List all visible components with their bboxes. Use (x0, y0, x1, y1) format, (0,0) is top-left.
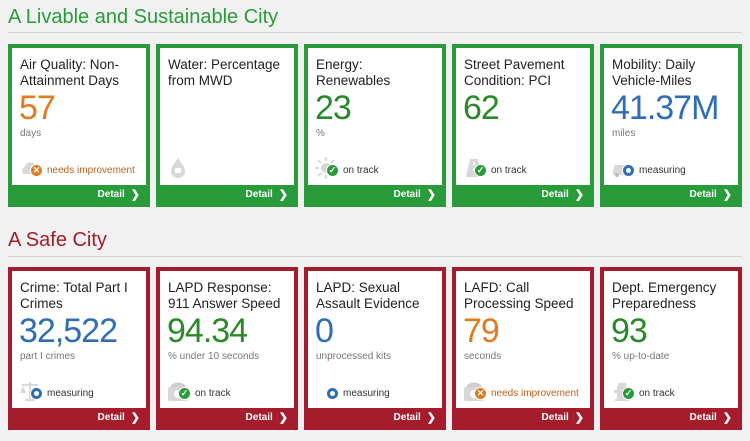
metric-card[interactable]: Water: Percentage from MWD Detail ❯ (156, 44, 298, 207)
status-badge: ✕ needs improvement (474, 387, 579, 400)
detail-button[interactable]: Detail ❯ (308, 408, 442, 426)
status-badge: measuring (326, 387, 390, 400)
detail-label: Detail (541, 188, 569, 200)
metric-value: 93 (611, 312, 648, 350)
detail-label: Detail (541, 411, 569, 423)
metric-card[interactable]: LAPD Response: 911 Answer Speed 94.34% un… (156, 267, 298, 430)
metric-title: Dept. Emergency Preparedness (612, 280, 717, 311)
status-badge: ✓ on track (622, 387, 675, 400)
metric-unit: unprocessed kits (316, 351, 392, 362)
detail-button[interactable]: Detail ❯ (308, 185, 442, 203)
metric-card[interactable]: Mobility: Daily Vehicle-Miles 41.37M miles… (600, 44, 742, 207)
status-badge: measuring (622, 164, 686, 177)
metric-title: LAPD: Sexual Assault Evidence (316, 280, 420, 311)
status-label: on track (343, 165, 379, 176)
check-icon: ✓ (326, 164, 339, 177)
metric-value: 41.37M (611, 89, 719, 127)
eye-icon (622, 164, 635, 177)
status-label: measuring (343, 388, 390, 399)
detail-label: Detail (689, 411, 717, 423)
water-drop-icon (166, 156, 190, 180)
detail-label: Detail (97, 188, 125, 200)
metric-card[interactable]: LAFD: Call Processing Speed 79 seconds ✕ nee… (452, 267, 594, 430)
metric-unit: % (316, 128, 325, 139)
metric-title: LAPD Response: 911 Answer Speed (168, 280, 281, 311)
metric-title: Water: Percentage from MWD (168, 57, 281, 88)
chevron-right-icon: ❯ (278, 411, 288, 424)
status-badge: ✓ on track (326, 164, 379, 177)
metric-card[interactable]: Dept. Emergency Preparedness 93% up-to-da… (600, 267, 742, 430)
status-badge: ✓ on track (178, 387, 231, 400)
metric-title: Street Pavement Condition: PCI (464, 57, 565, 88)
status-badge: ✓ on track (474, 164, 527, 177)
status-label: measuring (639, 165, 686, 176)
status-label: on track (639, 388, 675, 399)
detail-button[interactable]: Detail ❯ (456, 408, 590, 426)
detail-button[interactable]: Detail ❯ (456, 185, 590, 203)
metric-title: LAFD: Call Processing Speed (464, 280, 574, 311)
eye-icon (30, 387, 43, 400)
chevron-right-icon: ❯ (130, 188, 140, 201)
check-icon: ✓ (622, 387, 635, 400)
chevron-right-icon: ❯ (426, 411, 436, 424)
metric-unit: part I crimes (20, 351, 76, 362)
metric-value: 0 (315, 312, 334, 350)
detail-label: Detail (245, 411, 273, 423)
status-label: needs improvement (491, 388, 579, 399)
detail-label: Detail (689, 188, 717, 200)
detail-button[interactable]: Detail ❯ (160, 408, 294, 426)
detail-label: Detail (245, 188, 273, 200)
status-label: on track (195, 388, 231, 399)
metric-title: Air Quality: Non-Attainment Days (20, 57, 120, 88)
status-badge: ✕ needs improvement (30, 164, 135, 177)
metric-card[interactable]: Street Pavement Condition: PCI 62 ✓ on trac… (452, 44, 594, 207)
detail-label: Detail (393, 411, 421, 423)
status-label: needs improvement (47, 165, 135, 176)
metric-card[interactable]: Air Quality: Non-Attainment Days 57 days ✕ n… (8, 44, 150, 207)
detail-button[interactable]: Detail ❯ (160, 185, 294, 203)
chevron-right-icon: ❯ (722, 188, 732, 201)
warning-icon: ✕ (474, 387, 487, 400)
metric-unit: seconds (464, 351, 502, 362)
section-title-livable: A Livable and Sustainable City (8, 6, 279, 28)
metric-value: 62 (463, 89, 500, 127)
chevron-right-icon: ❯ (278, 188, 288, 201)
chevron-right-icon: ❯ (574, 411, 584, 424)
detail-button[interactable]: Detail ❯ (12, 185, 146, 203)
metric-title: Mobility: Daily Vehicle-Miles (612, 57, 696, 88)
chevron-right-icon: ❯ (426, 188, 436, 201)
metric-value: 23 (315, 89, 352, 127)
chevron-right-icon: ❯ (722, 411, 732, 424)
metric-unit: % up-to-date (612, 351, 670, 362)
detail-button[interactable]: Detail ❯ (12, 408, 146, 426)
eye-icon (326, 387, 339, 400)
metric-value: 57 (19, 89, 56, 127)
detail-button[interactable]: Detail ❯ (604, 185, 738, 203)
detail-button[interactable]: Detail ❯ (604, 408, 738, 426)
metric-card[interactable]: Energy: Renewables 23% ✓ on track Detail ❯ (304, 44, 446, 207)
chevron-right-icon: ❯ (130, 411, 140, 424)
metric-title: Crime: Total Part I Crimes (20, 280, 128, 311)
section-rule (8, 256, 742, 257)
status-label: on track (491, 165, 527, 176)
status-label: measuring (47, 388, 94, 399)
detail-label: Detail (97, 411, 125, 423)
metric-unit: miles (612, 128, 636, 139)
section-title-safe: A Safe City (8, 229, 107, 251)
metric-value: 94.34 (167, 312, 248, 350)
metric-unit: days (20, 128, 42, 139)
check-icon: ✓ (178, 387, 191, 400)
section-rule (8, 32, 742, 33)
metric-title: Energy: Renewables (316, 57, 391, 88)
check-icon: ✓ (474, 164, 487, 177)
metric-value: 32,522 (19, 312, 118, 350)
warning-icon: ✕ (30, 164, 43, 177)
chevron-right-icon: ❯ (574, 188, 584, 201)
metric-unit: % under 10 seconds (168, 351, 260, 362)
metric-value: 79 (463, 312, 500, 350)
metric-card[interactable]: LAPD: Sexual Assault Evidence 0 unprocesse… (304, 267, 446, 430)
status-badge: measuring (30, 387, 94, 400)
metric-card[interactable]: Crime: Total Part I Crimes 32,522 part I c… (8, 267, 150, 430)
detail-label: Detail (393, 188, 421, 200)
